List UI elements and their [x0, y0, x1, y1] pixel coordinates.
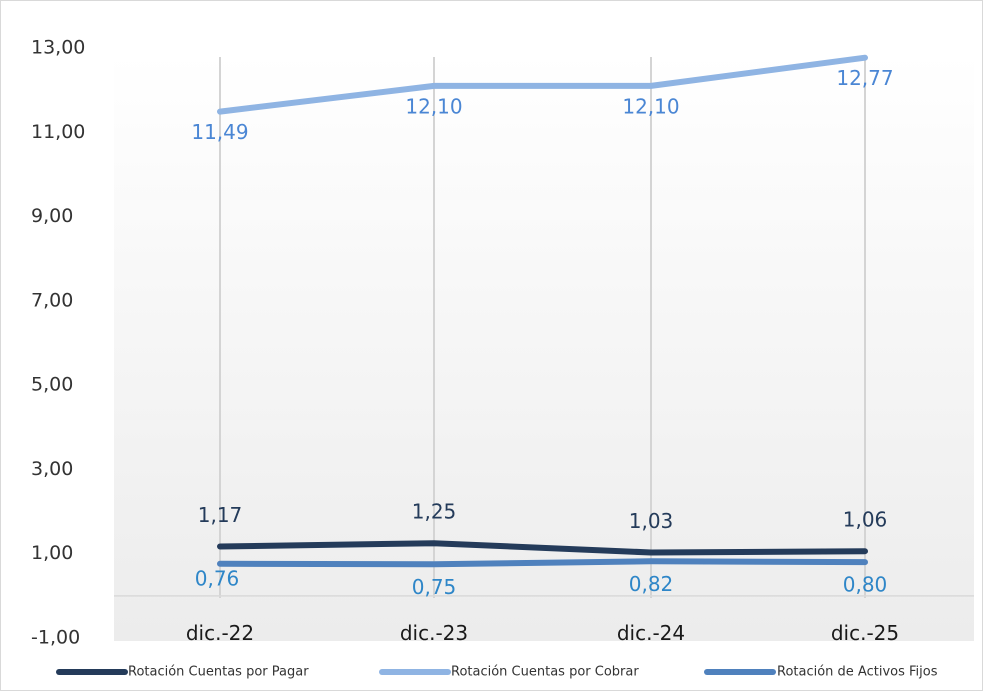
y-tick-label: 11,00	[31, 121, 85, 143]
x-tick-label: dic.-25	[831, 621, 899, 645]
x-tick-label: dic.-24	[617, 621, 685, 645]
series-line-3	[217, 558, 868, 568]
legend-label: Rotación Cuentas por Cobrar	[451, 665, 639, 680]
x-tick-label: dic.-22	[186, 621, 254, 645]
legend-label: Rotación de Activos Fijos	[777, 665, 938, 680]
y-tick-label: 9,00	[31, 205, 73, 227]
data-label: 0,80	[843, 573, 888, 597]
y-tick-label: 3,00	[31, 458, 73, 480]
data-label: 11,49	[191, 120, 248, 144]
data-label: 1,03	[629, 509, 674, 533]
y-tick-label: -1,00	[31, 627, 80, 649]
data-label: 1,17	[198, 503, 243, 527]
data-label: 1,25	[412, 500, 457, 524]
series-lines	[217, 54, 868, 568]
y-axis-ticks: 13,00 11,00 9,00 7,00 5,00 3,00 1,00 -1,00	[31, 37, 85, 649]
legend: Rotación Cuentas por Pagar Rotación Cuent…	[56, 665, 938, 680]
data-label: 0,75	[412, 575, 457, 599]
x-axis-ticks: dic.-22 dic.-23 dic.-24 dic.-25	[186, 621, 899, 645]
y-tick-label: 13,00	[31, 37, 85, 59]
data-label: 1,06	[843, 508, 888, 532]
data-label: 12,10	[622, 94, 679, 118]
y-tick-label: 7,00	[31, 289, 73, 311]
series-line-2	[217, 54, 868, 115]
x-tick-label: dic.-23	[400, 621, 468, 645]
y-tick-label: 5,00	[31, 374, 73, 396]
legend-label: Rotación Cuentas por Pagar	[128, 665, 309, 680]
series-line-1	[217, 540, 868, 556]
y-tick-label: 1,00	[31, 542, 73, 564]
gridlines	[219, 57, 866, 598]
data-label: 0,76	[195, 566, 240, 590]
data-label: 12,77	[836, 66, 893, 90]
data-label: 12,10	[405, 94, 462, 118]
data-label: 0,82	[629, 572, 674, 596]
data-labels: 1,17 1,25 1,03 1,06 11,49 12,10 12,10 12,77 0,76…	[191, 66, 893, 599]
